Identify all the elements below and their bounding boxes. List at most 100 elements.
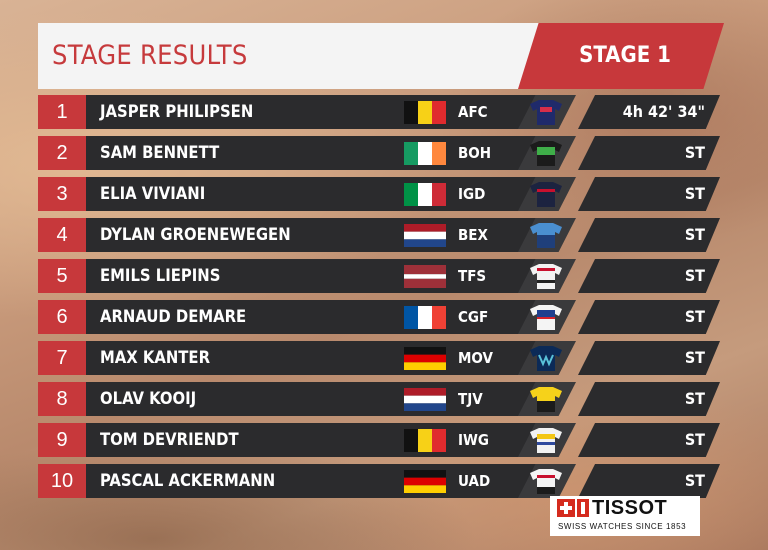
result-row: 8 OLAV KOOIJ TJV ST — [38, 382, 720, 416]
time-bar — [578, 423, 720, 457]
france-flag-icon — [404, 306, 446, 329]
alpecin-fenix-jersey-icon — [530, 100, 562, 125]
result-row: 6 ARNAUD DEMARE CGF ST — [38, 300, 720, 334]
sponsor-brand: TISSOT — [592, 497, 668, 519]
position-number: 1 — [38, 95, 86, 129]
finish-time: ST — [684, 266, 705, 285]
rider-name: DYLAN GROENEWEGEN — [100, 225, 291, 244]
finish-time: 4h 42' 34" — [622, 102, 705, 121]
italy-flag-icon — [404, 183, 446, 206]
team-code: TJV — [458, 390, 483, 408]
rider-name: ARNAUD DEMARE — [100, 307, 247, 326]
rider-name: PASCAL ACKERMANN — [100, 471, 276, 490]
rider-bar — [86, 300, 548, 334]
netherlands-flag-icon — [404, 224, 446, 247]
rider-name: JASPER PHILIPSEN — [100, 102, 254, 121]
team-code: TFS — [458, 267, 487, 285]
position-number: 8 — [38, 382, 86, 416]
rider-name: OLAV KOOIJ — [100, 389, 197, 408]
time-bar — [578, 136, 720, 170]
position-number: 7 — [38, 341, 86, 375]
rider-bar — [86, 218, 548, 252]
time-bar — [578, 218, 720, 252]
rider-bar — [86, 464, 548, 498]
team-code: IGD — [458, 185, 486, 203]
belgium-flag-icon — [404, 101, 446, 124]
rider-bar — [86, 136, 548, 170]
rider-name: ELIA VIVIANI — [100, 184, 206, 203]
netherlands-flag-icon — [404, 388, 446, 411]
ineos-grenadiers-jersey-icon — [530, 182, 562, 207]
position-number: 10 — [38, 464, 86, 498]
stage-tab — [518, 23, 724, 89]
result-row: 2 SAM BENNETT BOH ST — [38, 136, 720, 170]
t-cross-icon — [577, 499, 589, 517]
team-code: IWG — [458, 431, 489, 449]
rider-bar — [86, 341, 548, 375]
team-code: AFC — [458, 103, 488, 121]
time-bar — [578, 382, 720, 416]
team-code: CGF — [458, 308, 489, 326]
time-bar — [578, 95, 720, 129]
trek-segafredo-jersey-icon — [530, 264, 562, 289]
time-bar — [578, 259, 720, 293]
position-number: 4 — [38, 218, 86, 252]
team-code: MOV — [458, 349, 493, 367]
time-bar — [578, 464, 720, 498]
time-bar — [578, 300, 720, 334]
finish-time: ST — [684, 143, 705, 162]
rider-name: TOM DEVRIENDT — [100, 430, 239, 449]
result-row: 10 PASCAL ACKERMANN UAD ST — [38, 464, 720, 498]
germany-flag-icon — [404, 347, 446, 370]
result-row: 5 EMILS LIEPINS TFS ST — [38, 259, 720, 293]
position-number: 6 — [38, 300, 86, 334]
ireland-flag-icon — [404, 142, 446, 165]
time-bar — [578, 177, 720, 211]
result-row: 1 JASPER PHILIPSEN AFC 4h 42' 34" — [38, 95, 720, 129]
result-row: 4 DYLAN GROENEWEGEN BEX ST — [38, 218, 720, 252]
belgium-flag-icon — [404, 429, 446, 452]
rider-bar — [86, 177, 548, 211]
finish-time: ST — [684, 225, 705, 244]
uae-emirates-jersey-icon — [530, 469, 562, 494]
rider-bar — [86, 382, 548, 416]
position-number: 3 — [38, 177, 86, 211]
rider-name: EMILS LIEPINS — [100, 266, 221, 285]
rider-bar — [86, 95, 548, 129]
result-row: 3 ELIA VIVIANI IGD ST — [38, 177, 720, 211]
groupama-fdj-jersey-icon — [530, 305, 562, 330]
sponsor-tagline: SWISS WATCHES SINCE 1853 — [558, 522, 687, 531]
result-row: 9 TOM DEVRIENDT IWG ST — [38, 423, 720, 457]
time-bar — [578, 341, 720, 375]
position-number: 2 — [38, 136, 86, 170]
result-row: 7 MAX KANTER MOV ST — [38, 341, 720, 375]
sponsor-logo-box — [550, 496, 700, 536]
team-code: BEX — [458, 226, 488, 244]
rider-bar — [86, 259, 548, 293]
rider-name: SAM BENNETT — [100, 143, 220, 162]
team-code: UAD — [458, 472, 491, 490]
finish-time: ST — [684, 430, 705, 449]
movistar-jersey-icon — [530, 346, 562, 371]
rider-name: MAX KANTER — [100, 348, 210, 367]
germany-flag-icon — [404, 470, 446, 493]
title-banner — [38, 23, 543, 89]
stage-label: STAGE 1 — [579, 43, 671, 68]
finish-time: ST — [684, 348, 705, 367]
finish-time: ST — [684, 307, 705, 326]
swiss-cross-icon — [557, 499, 575, 517]
position-number: 5 — [38, 259, 86, 293]
intermarche-wanty-jersey-icon — [530, 428, 562, 453]
bora-hansgrohe-jersey-icon — [530, 141, 562, 166]
jumbo-visma-jersey-icon — [530, 387, 562, 412]
rider-bar — [86, 423, 548, 457]
latvia-flag-icon — [404, 265, 446, 288]
team-code: BOH — [458, 144, 492, 162]
bikeexchange-jersey-icon — [530, 223, 562, 248]
page-title: STAGE RESULTS — [52, 40, 248, 71]
finish-time: ST — [684, 389, 705, 408]
finish-time: ST — [684, 184, 705, 203]
position-number: 9 — [38, 423, 86, 457]
finish-time: ST — [684, 471, 705, 490]
